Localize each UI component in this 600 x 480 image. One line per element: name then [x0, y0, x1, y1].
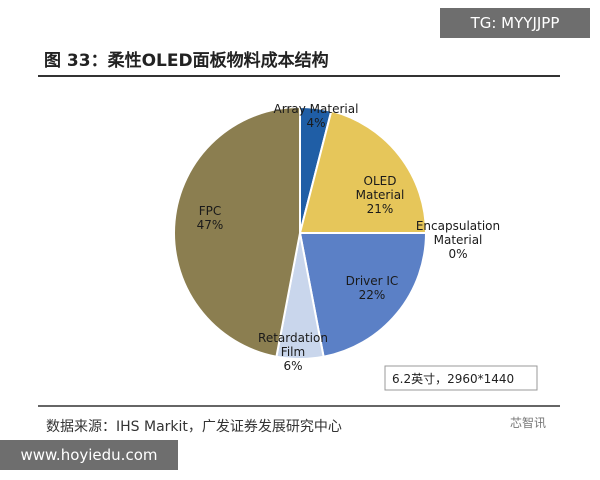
slice-label: Array Material 4%	[256, 102, 376, 130]
slice-label: Driver IC 22%	[332, 274, 412, 302]
slice-label: FPC 47%	[180, 204, 240, 232]
value-label: 21%	[366, 202, 394, 216]
slice-label: Encapsulation Material 0%	[408, 219, 508, 261]
category-label: Array Material	[273, 102, 359, 116]
category-label: Driver IC	[345, 274, 399, 288]
pie-slice	[298, 109, 428, 234]
watermark: www.hoyiedu.com	[0, 440, 178, 470]
category-label: Retardation Film	[258, 331, 328, 359]
pie-slice	[298, 232, 428, 358]
source: 数据来源：IHS Markit，广发证券发展研究中心	[46, 419, 342, 435]
watermark: TG: MYYJJPP	[440, 8, 590, 38]
logo: 芯智讯	[510, 416, 547, 430]
slice-label: OLED Material 21%	[345, 174, 415, 216]
annotation-box	[384, 365, 538, 391]
slice-label: Retardation Film 6%	[253, 331, 333, 373]
category-label: FPC	[198, 204, 222, 218]
value-label: 0%	[448, 247, 468, 261]
value-label: 47%	[196, 218, 224, 232]
annotation: 6.2英寸，2960*1440	[392, 372, 515, 386]
category-label: Encapsulation Material	[415, 219, 501, 247]
value-label: 6%	[283, 359, 303, 373]
value-label: 22%	[358, 288, 386, 302]
chart-title: 图 33：柔性OLED面板物料成本结构	[44, 51, 329, 71]
category-label: OLED Material	[355, 174, 405, 202]
pie-slice	[173, 105, 301, 358]
value-label: 4%	[306, 116, 326, 130]
